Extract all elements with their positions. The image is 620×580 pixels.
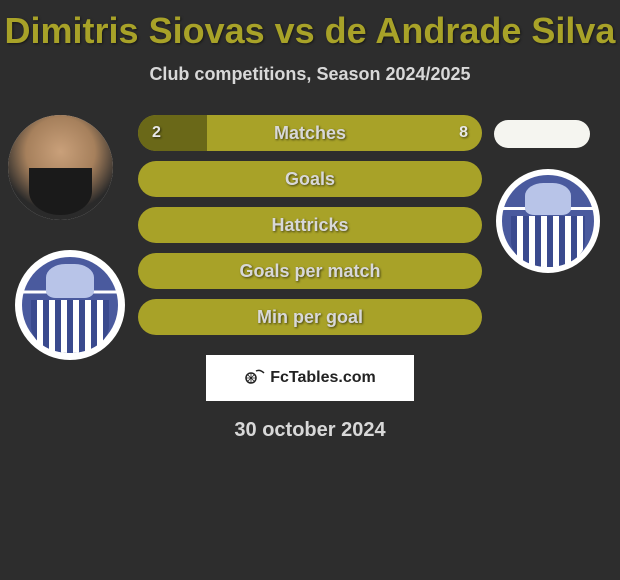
club-badge-right (496, 169, 600, 273)
logo-icon (244, 367, 266, 390)
stat-row: Matches2 8 (138, 115, 482, 151)
stat-label: Min per goal (138, 299, 482, 335)
player-right-pill (494, 120, 590, 148)
comparison-title: Dimitris Siovas vs de Andrade Silva (0, 0, 620, 52)
stat-label: Goals per match (138, 253, 482, 289)
stat-row: Goals per match (138, 253, 482, 289)
stat-row: Hattricks (138, 207, 482, 243)
stat-value-left: 2 (152, 115, 161, 151)
avatar-face-icon (8, 115, 113, 220)
comparison-content: Matches2 8 Goals Hattricks Goals per match Mi… (0, 115, 620, 335)
stat-row: Min per goal (138, 299, 482, 335)
attribution-badge: FcTables.com (206, 355, 414, 401)
club-crest-icon (502, 175, 594, 267)
stat-bars: Matches2 8 Goals Hattricks Goals per match Mi… (138, 115, 482, 335)
comparison-date: 30 october 2024 (0, 419, 620, 442)
stat-label: Goals (138, 161, 482, 197)
attribution-text: FcTables.com (270, 369, 376, 387)
stat-label: Matches (138, 115, 482, 151)
club-crest-icon (22, 257, 119, 354)
stat-label: Hattricks (138, 207, 482, 243)
stat-value-right: 8 (459, 115, 468, 151)
stat-row: Goals (138, 161, 482, 197)
comparison-subtitle: Club competitions, Season 2024/2025 (0, 64, 620, 85)
club-badge-left (15, 250, 125, 360)
player-left-avatar (8, 115, 113, 220)
